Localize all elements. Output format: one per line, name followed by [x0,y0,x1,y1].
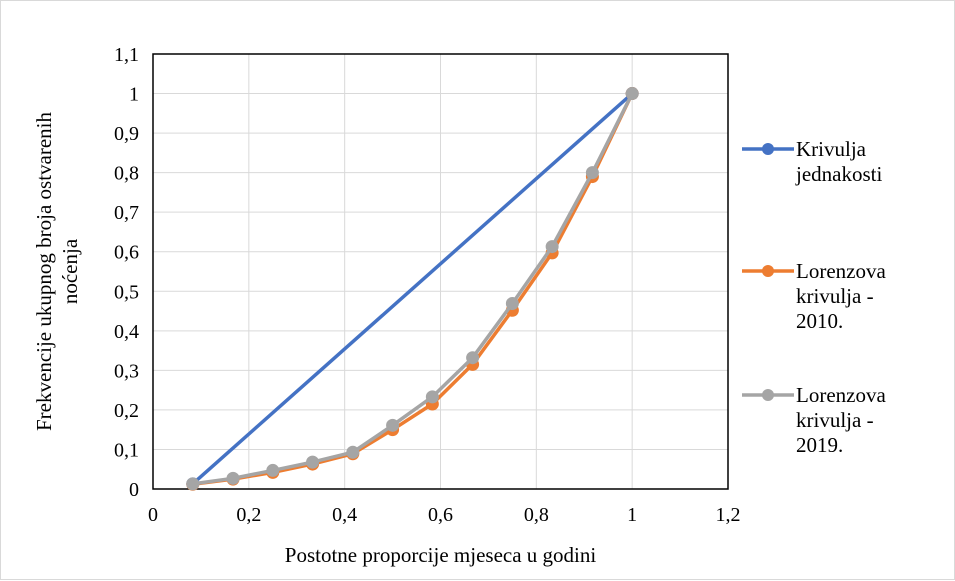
legend-marker [762,143,774,155]
series-line [191,92,634,486]
data-point [186,477,200,491]
grid [153,54,728,489]
legend-label: krivulja - [796,284,874,308]
legend-label: krivulja - [796,408,874,432]
data-point [625,87,639,101]
y-axis-title: Frekvencije ukupnog broja ostvarenihnoće… [32,112,82,431]
y-tick-label: 0,7 [114,202,139,224]
series-2 [186,87,639,491]
legend-label: Krivulja [796,137,867,161]
legend-label: jednakosti [795,162,882,186]
x-tick-label: 1,2 [716,504,741,526]
legend-label: 2010. [796,309,843,333]
y-tick-label: 0,6 [114,242,139,264]
data-point [505,297,519,311]
x-axis-title: Postotne proporcije mjeseca u godini [285,543,597,567]
y-axis-title-line: noćenja [58,238,82,304]
data-point [346,445,360,459]
series-line [192,92,634,486]
y-axis-title-line: Frekvencije ukupnog broja ostvarenih [32,112,56,431]
y-tick-label: 0,3 [114,360,139,382]
data-point [386,418,400,432]
x-tick-label: 0 [148,504,158,526]
plot-area-border [152,53,729,490]
legend-marker [762,265,774,277]
x-axis-tick-labels: 0 0,2 0,4 0,6 0,8 1 1,2 [148,504,741,526]
y-tick-label: 0,5 [114,281,139,303]
data-point [425,390,439,404]
data-point [226,471,240,485]
legend-label: 2019. [796,433,843,457]
y-tick-label: 0 [129,479,139,501]
legend-label: Lorenzova [796,383,886,407]
x-tick-label: 0,6 [428,504,453,526]
data-point [466,351,480,365]
y-tick-label: 0,1 [114,439,139,461]
x-tick-label: 0,4 [332,504,357,526]
data-point [585,166,599,180]
legend-marker [762,389,774,401]
x-tick-label: 1 [627,504,637,526]
y-axis-tick-labels: 0 0,1 0,2 0,3 0,4 0,5 0,6 0,7 0,8 0,9 1 1,1 [114,44,139,501]
series-0 [186,87,639,491]
y-tick-label: 0,8 [114,163,139,185]
x-tick-label: 0,8 [524,504,549,526]
series-layer [186,87,639,491]
y-tick-label: 1,1 [114,44,139,66]
x-tick-label: 0,2 [236,504,261,526]
data-point [266,463,280,477]
y-tick-label: 1 [129,84,139,106]
y-tick-label: 0,2 [114,400,139,422]
data-point [306,455,320,469]
y-tick-label: 0,9 [114,123,139,145]
legend-label: Lorenzova [796,259,886,283]
y-tick-label: 0,4 [114,321,139,343]
data-point [545,240,559,254]
